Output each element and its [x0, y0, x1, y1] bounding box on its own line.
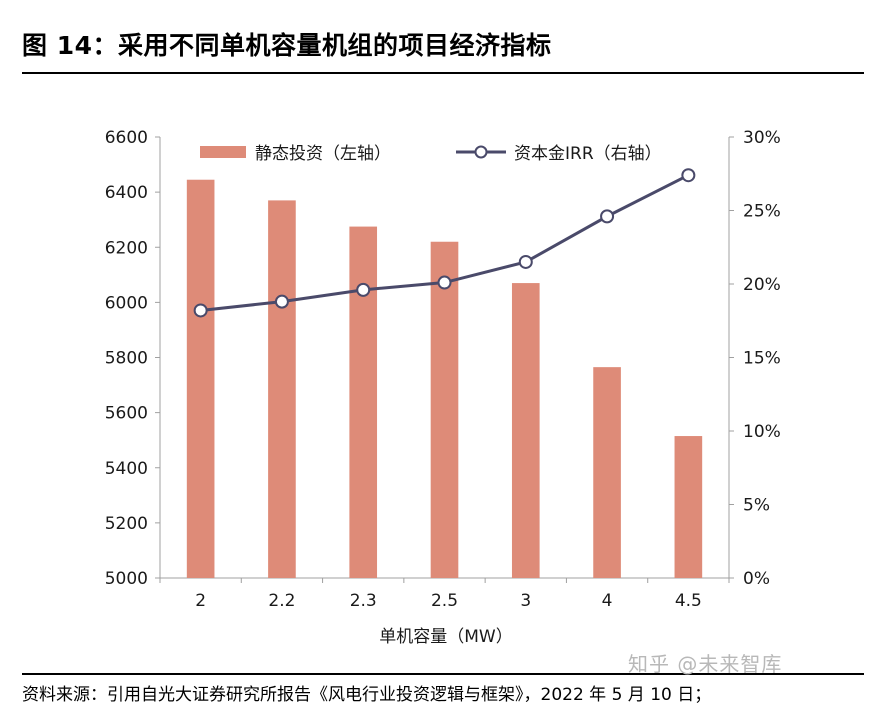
x-axis-tick-label: 2.2	[268, 591, 295, 611]
irr-point	[518, 254, 533, 269]
chart-legend: 静态投资（左轴） 资本金IRR（右轴）	[200, 144, 662, 164]
x-axis-tick-label: 4.5	[675, 591, 702, 611]
x-axis-tick-label: 4	[602, 591, 613, 611]
irr-point	[681, 168, 696, 183]
left-axis-tick-label: 5400	[105, 459, 148, 479]
watermark: 知乎 @未来智库	[628, 652, 783, 676]
legend-label-line: 资本金IRR（右轴）	[514, 144, 662, 164]
title-rule	[22, 72, 864, 74]
source-note: 资料来源：引用自光大证券研究所报告《风电行业投资逻辑与框架》，2022 年 5 …	[22, 685, 712, 705]
right-axis-tick-label: 10%	[743, 422, 781, 442]
bar	[430, 241, 459, 579]
bar	[349, 226, 378, 578]
left-axis-tick-label: 6600	[105, 128, 148, 148]
x-axis-label: 单机容量（MW）	[379, 627, 512, 647]
legend-swatch-bar	[200, 146, 246, 158]
right-axis-tick-label: 0%	[743, 569, 770, 589]
chart-title: 图 14：采用不同单机容量机组的项目经济指标	[22, 31, 552, 60]
footer-rule	[22, 673, 864, 675]
bar	[186, 179, 215, 579]
left-axis-tick-label: 5800	[105, 349, 148, 369]
bar	[674, 436, 703, 578]
bar	[268, 200, 296, 579]
legend-marker-line	[474, 145, 488, 159]
bar	[593, 367, 621, 578]
x-axis-tick-label: 2.3	[350, 591, 377, 611]
right-axis-tick-label: 5%	[743, 496, 770, 516]
left-axis-tick-label: 6000	[105, 293, 148, 313]
left-axis-tick-label: 6400	[105, 183, 148, 203]
right-axis-tick-label: 15%	[743, 349, 781, 369]
x-axis-tick-label: 2	[195, 591, 206, 611]
left-axis-tick-label: 6200	[105, 238, 148, 258]
bar-series	[186, 179, 703, 579]
irr-point	[356, 282, 371, 297]
legend-label-bar: 静态投资（左轴）	[255, 144, 391, 164]
x-axis-tick-label: 3	[520, 591, 531, 611]
chart-axes: 5000 5200 5400 5600 5800 6000 6200 6400 6600 0% 5%…	[105, 128, 781, 611]
left-axis-tick-label: 5000	[105, 569, 148, 589]
x-axis-tick-label: 2.5	[431, 591, 458, 611]
right-axis-tick-label: 30%	[743, 128, 781, 148]
combo-chart: 5000 5200 5400 5600 5800 6000 6200 6400 6600 0% 5%…	[105, 128, 781, 647]
irr-point	[274, 294, 289, 309]
irr-point	[437, 275, 452, 290]
irr-point	[600, 209, 615, 224]
right-axis-tick-label: 25%	[743, 202, 781, 222]
left-axis-tick-label: 5600	[105, 404, 148, 424]
bar	[511, 283, 540, 578]
line-series	[193, 168, 696, 318]
right-axis-tick-label: 20%	[743, 275, 781, 295]
irr-point	[193, 303, 208, 318]
left-axis-tick-label: 5200	[105, 514, 148, 534]
